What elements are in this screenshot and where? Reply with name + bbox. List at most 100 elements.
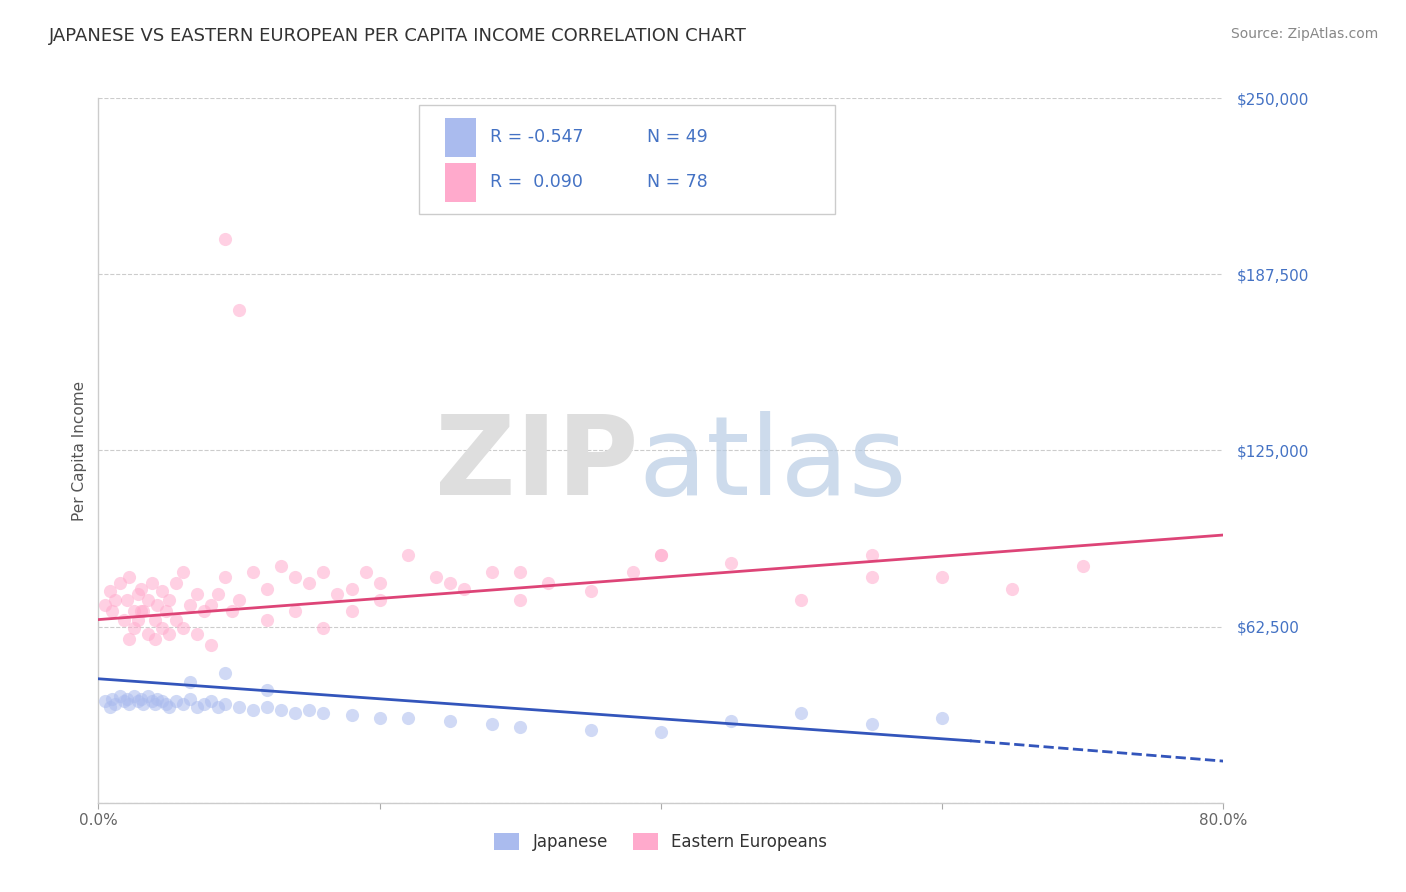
Point bbox=[207, 700, 229, 714]
Point bbox=[270, 703, 292, 717]
Point bbox=[104, 592, 127, 607]
Point bbox=[214, 570, 236, 584]
Point bbox=[179, 691, 201, 706]
Point bbox=[200, 599, 222, 613]
Point bbox=[150, 694, 173, 708]
Point bbox=[186, 626, 208, 640]
Point bbox=[860, 548, 883, 562]
Point bbox=[143, 632, 166, 647]
Point bbox=[101, 604, 124, 618]
Point bbox=[509, 565, 531, 579]
Point bbox=[439, 576, 461, 591]
Point bbox=[179, 599, 201, 613]
Point bbox=[141, 576, 163, 591]
Point bbox=[150, 584, 173, 599]
Text: N = 49: N = 49 bbox=[647, 128, 709, 146]
Point bbox=[312, 706, 335, 720]
Point bbox=[931, 711, 953, 725]
Point bbox=[621, 565, 644, 579]
Point bbox=[650, 725, 672, 739]
Point bbox=[790, 706, 813, 720]
Point bbox=[270, 559, 292, 574]
Point bbox=[127, 694, 149, 708]
Point bbox=[132, 604, 155, 618]
Point bbox=[193, 604, 215, 618]
Point bbox=[368, 711, 391, 725]
Point bbox=[284, 604, 307, 618]
FancyBboxPatch shape bbox=[444, 163, 477, 202]
Point bbox=[228, 700, 250, 714]
Point bbox=[132, 697, 155, 711]
Point bbox=[157, 592, 180, 607]
Text: Source: ZipAtlas.com: Source: ZipAtlas.com bbox=[1230, 27, 1378, 41]
Y-axis label: Per Capita Income: Per Capita Income bbox=[72, 380, 87, 521]
Point bbox=[312, 565, 335, 579]
Point bbox=[481, 717, 503, 731]
Point bbox=[860, 717, 883, 731]
Point bbox=[127, 587, 149, 601]
Point bbox=[425, 570, 447, 584]
Point bbox=[228, 592, 250, 607]
Point bbox=[396, 711, 419, 725]
Point bbox=[720, 714, 742, 728]
Point bbox=[118, 632, 141, 647]
Point bbox=[165, 576, 187, 591]
Point bbox=[284, 570, 307, 584]
Text: ZIP: ZIP bbox=[434, 411, 638, 518]
Point bbox=[228, 302, 250, 317]
Point bbox=[221, 604, 243, 618]
Point bbox=[537, 576, 560, 591]
Point bbox=[481, 565, 503, 579]
Point bbox=[340, 604, 363, 618]
Point bbox=[104, 697, 127, 711]
Point bbox=[256, 613, 278, 627]
Point bbox=[200, 694, 222, 708]
Point bbox=[509, 592, 531, 607]
Point bbox=[650, 548, 672, 562]
Point bbox=[256, 683, 278, 698]
Point bbox=[112, 694, 135, 708]
Point bbox=[340, 708, 363, 723]
Point bbox=[200, 638, 222, 652]
Point bbox=[214, 697, 236, 711]
Point bbox=[165, 694, 187, 708]
Point bbox=[368, 576, 391, 591]
Text: atlas: atlas bbox=[638, 411, 907, 518]
Point bbox=[186, 587, 208, 601]
Point bbox=[172, 565, 194, 579]
Point bbox=[129, 582, 152, 596]
Point bbox=[298, 703, 321, 717]
Point bbox=[118, 570, 141, 584]
Point bbox=[108, 576, 131, 591]
Point bbox=[101, 691, 124, 706]
Point bbox=[214, 232, 236, 246]
Point bbox=[242, 703, 264, 717]
Point bbox=[146, 599, 169, 613]
Point bbox=[579, 723, 602, 737]
Legend: Japanese, Eastern Europeans: Japanese, Eastern Europeans bbox=[488, 826, 834, 858]
Point bbox=[150, 621, 173, 635]
Text: R =  0.090: R = 0.090 bbox=[489, 173, 582, 191]
Point bbox=[165, 613, 187, 627]
Point bbox=[256, 582, 278, 596]
Point bbox=[146, 691, 169, 706]
FancyBboxPatch shape bbox=[419, 105, 835, 214]
Point bbox=[115, 592, 138, 607]
Point bbox=[326, 587, 349, 601]
Text: JAPANESE VS EASTERN EUROPEAN PER CAPITA INCOME CORRELATION CHART: JAPANESE VS EASTERN EUROPEAN PER CAPITA … bbox=[49, 27, 747, 45]
Point bbox=[122, 621, 145, 635]
Point bbox=[143, 697, 166, 711]
Point bbox=[790, 592, 813, 607]
Point bbox=[129, 604, 152, 618]
Point bbox=[579, 584, 602, 599]
Point bbox=[136, 592, 159, 607]
Point bbox=[340, 582, 363, 596]
Text: N = 78: N = 78 bbox=[647, 173, 709, 191]
Point bbox=[136, 626, 159, 640]
Point bbox=[129, 691, 152, 706]
Point bbox=[354, 565, 377, 579]
Point bbox=[141, 694, 163, 708]
Point bbox=[172, 621, 194, 635]
Text: R = -0.547: R = -0.547 bbox=[489, 128, 583, 146]
Point bbox=[118, 697, 141, 711]
